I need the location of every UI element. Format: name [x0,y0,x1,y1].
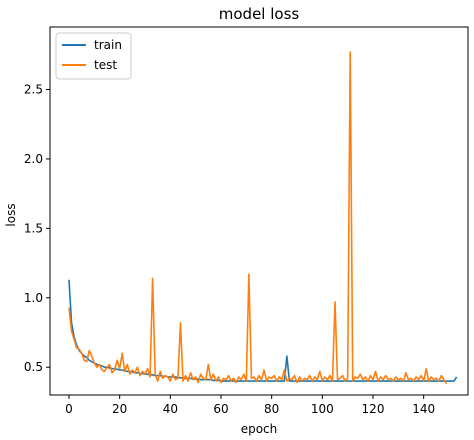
x-tick-label: 0 [65,402,73,416]
y-axis-label: loss [4,203,18,226]
x-axis-label: epoch [241,422,278,436]
series-layer [68,51,458,385]
y-tick-label: 1.0 [24,291,43,305]
y-axis-ticks: 0.5 1.0 1.5 2.0 2.5 [24,82,50,374]
legend: train test [55,32,132,80]
legend-label-test: test [94,58,117,72]
series-line-test [68,51,448,385]
y-tick-label: 0.5 [24,360,43,374]
axes-frame [49,26,469,396]
y-tick-label: 2.0 [24,152,43,166]
x-tick-label: 120 [362,402,385,416]
x-tick-label: 20 [112,402,127,416]
x-tick-label: 60 [213,402,228,416]
y-tick-label: 1.5 [24,221,43,235]
x-tick-label: 80 [264,402,279,416]
x-tick-label: 140 [412,402,435,416]
legend-label-train: train [94,38,122,52]
y-tick-label: 2.5 [24,82,43,96]
plot-area [49,26,469,396]
x-axis-ticks: 0 20 40 60 80 100 120 140 [65,395,435,416]
chart-title: model loss [219,5,300,23]
x-tick-label: 100 [311,402,334,416]
x-tick-label: 40 [163,402,178,416]
